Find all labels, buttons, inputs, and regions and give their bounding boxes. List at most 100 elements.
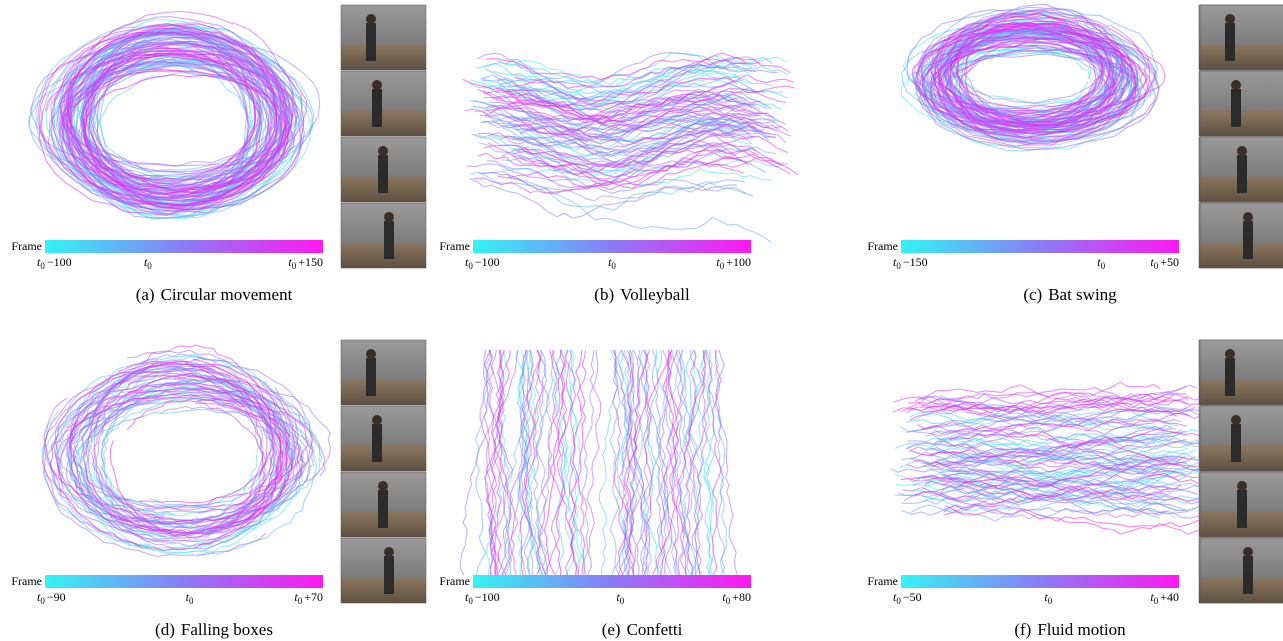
trajectory	[519, 349, 544, 576]
trajectory	[483, 130, 755, 168]
trajectory	[84, 53, 261, 202]
caption-label: (a)	[136, 285, 155, 304]
trajectory	[613, 349, 645, 576]
trajectory	[923, 447, 1181, 468]
person-head	[378, 146, 388, 156]
person-head	[1231, 80, 1241, 90]
trajectory	[88, 23, 278, 211]
trajectory	[918, 28, 1137, 147]
tick-offset: −100	[475, 590, 500, 604]
trajectory	[100, 405, 277, 535]
trajectory	[940, 477, 1214, 496]
trajectory	[913, 441, 1197, 457]
trajectory	[493, 349, 504, 576]
trajectory	[139, 382, 309, 504]
person-head	[372, 415, 382, 425]
video-frame	[1199, 202, 1283, 269]
trajectory	[643, 349, 673, 576]
trajectory	[519, 349, 535, 576]
tick-base: t	[616, 590, 620, 604]
person	[1243, 556, 1253, 594]
tick-base: t	[465, 255, 469, 269]
trajectory	[892, 397, 1168, 414]
trajectory	[916, 418, 1188, 432]
tick-offset: +70	[304, 590, 323, 604]
tick-sub: 0	[292, 261, 297, 271]
tick-offset: +80	[732, 590, 751, 604]
trajectory	[950, 22, 1123, 109]
trajectory	[37, 25, 289, 207]
colorbar-tick-label: t0 +100	[716, 255, 751, 271]
trajectory	[507, 116, 775, 164]
trajectories	[462, 52, 799, 243]
trajectory	[65, 383, 303, 516]
person-head	[1225, 14, 1235, 24]
trajectory	[937, 25, 1097, 126]
trajectory	[117, 360, 285, 549]
trajectory	[70, 43, 257, 184]
trajectory	[512, 105, 786, 154]
trajectory	[948, 428, 1228, 449]
colorbar-tick-label: t0 +70	[294, 590, 323, 606]
trajectory	[127, 375, 281, 529]
trajectory	[57, 386, 302, 490]
caption-text: Circular movement	[161, 285, 293, 304]
trajectory	[945, 505, 1221, 528]
tick-base: t	[1044, 590, 1048, 604]
trajectory	[925, 34, 1141, 152]
trajectory	[83, 54, 273, 196]
trajectory	[72, 387, 250, 526]
trajectories	[900, 3, 1166, 152]
trajectory	[496, 78, 772, 110]
trajectory	[469, 99, 743, 133]
colorbar-tick-label: t0	[616, 590, 624, 606]
tick-sub: 0	[1154, 596, 1159, 606]
trajectory	[50, 23, 287, 207]
tick-sub: 0	[620, 596, 625, 606]
colorbar-tick-label: t0 +50	[1150, 255, 1179, 271]
trajectory	[104, 417, 311, 527]
caption-text: Fluid motion	[1037, 620, 1126, 639]
trajectory	[941, 399, 1208, 414]
colorbar-title: Frame	[439, 239, 470, 253]
trajectory	[81, 424, 277, 554]
trajectory	[536, 349, 565, 576]
trajectory	[73, 451, 267, 525]
trajectory	[43, 397, 295, 525]
person	[366, 23, 376, 61]
tick-base: t	[893, 255, 897, 269]
caption-text: Bat swing	[1048, 285, 1117, 304]
trajectory	[512, 121, 789, 144]
tick-sub: 0	[611, 261, 616, 271]
colorbar-tick-label: t0 −100	[465, 255, 500, 271]
person-head	[366, 349, 376, 359]
trajectory	[934, 12, 1111, 123]
tick-offset: −100	[475, 255, 500, 269]
trajectory	[486, 160, 754, 197]
trajectory	[516, 135, 788, 189]
trajectory	[55, 39, 284, 210]
trajectory	[955, 10, 1124, 124]
trajectory	[69, 410, 272, 510]
trajectory	[69, 368, 275, 477]
trajectory	[476, 52, 740, 87]
colorbar-tick-label: t0 +80	[722, 590, 751, 606]
colorbar-tick-label: t0 −100	[37, 255, 72, 271]
trajectory	[946, 30, 1115, 128]
person-head	[366, 14, 376, 24]
trajectory	[900, 474, 1169, 500]
trajectory	[53, 355, 239, 545]
trajectory	[943, 503, 1221, 536]
trajectory	[474, 110, 739, 161]
trajectory	[41, 409, 300, 552]
trajectory	[910, 448, 1186, 475]
trajectory	[470, 171, 746, 211]
person	[1231, 89, 1241, 127]
person	[1237, 490, 1247, 528]
trajectory	[479, 349, 507, 576]
trajectory	[905, 417, 1177, 434]
trajectory	[482, 108, 756, 145]
colorbar-tick-label: t0	[608, 255, 616, 271]
